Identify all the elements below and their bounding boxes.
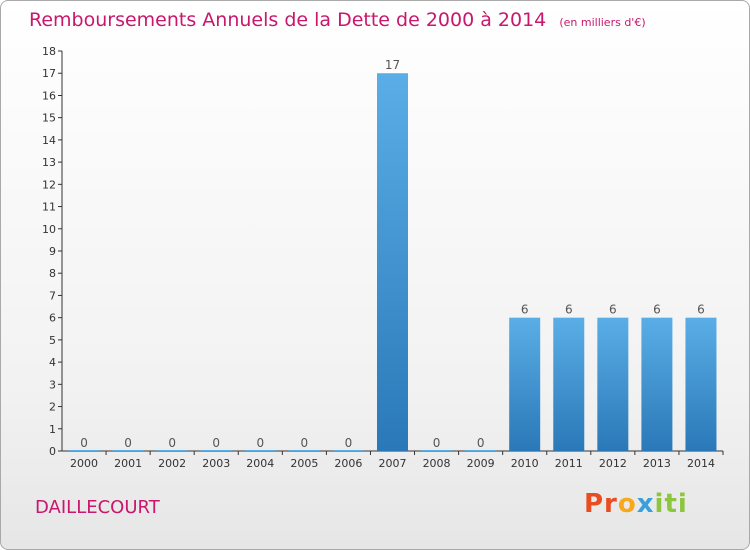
bars bbox=[68, 73, 717, 451]
chart-unit: (en milliers d'€) bbox=[559, 16, 646, 29]
commune-name: DAILLECOURT bbox=[35, 497, 160, 518]
y-tick-label: 2 bbox=[49, 401, 56, 414]
x-tick-label: 2012 bbox=[599, 457, 627, 470]
bar-2011 bbox=[553, 317, 585, 451]
x-tick-label: 2002 bbox=[158, 457, 186, 470]
x-tick-label: 2011 bbox=[555, 457, 583, 470]
data-label-2014: 6 bbox=[697, 303, 705, 317]
y-tick-label: 13 bbox=[42, 156, 56, 169]
x-tick-label: 2014 bbox=[687, 457, 715, 470]
bar-2006 bbox=[332, 450, 364, 451]
bar-2001 bbox=[112, 450, 144, 451]
x-tick-label: 2006 bbox=[334, 457, 362, 470]
y-tick-label: 17 bbox=[42, 67, 56, 80]
bar-2009 bbox=[465, 450, 497, 451]
x-tick-label: 2007 bbox=[379, 457, 407, 470]
y-tick-label: 11 bbox=[42, 201, 56, 214]
data-label-2013: 6 bbox=[653, 303, 661, 317]
data-label-2002: 0 bbox=[168, 436, 176, 450]
data-label-2005: 0 bbox=[301, 436, 309, 450]
x-tick-label: 2003 bbox=[202, 457, 230, 470]
data-label-2008: 0 bbox=[433, 436, 441, 450]
proxiti-logo: Proxiti bbox=[584, 489, 688, 519]
labels: 0 0 0 0 0 0 0 17 0 0 6 6 6 6 6 bbox=[80, 58, 705, 450]
y-tick-label: 12 bbox=[42, 178, 56, 191]
y-tick-label: 16 bbox=[42, 89, 56, 102]
bar-2008 bbox=[421, 450, 453, 451]
bar-2010 bbox=[509, 317, 541, 451]
data-label-2001: 0 bbox=[124, 436, 132, 450]
bar-2014 bbox=[685, 317, 717, 451]
title-block: Remboursements Annuels de la Dette de 20… bbox=[29, 9, 646, 31]
y-tick-label: 18 bbox=[42, 45, 56, 58]
x-tick-label: 2009 bbox=[467, 457, 495, 470]
bar-2012 bbox=[597, 317, 629, 451]
data-label-2012: 6 bbox=[609, 303, 617, 317]
logo-part-2: o bbox=[617, 489, 637, 519]
y-tick-label: 3 bbox=[49, 378, 56, 391]
x-tick-label: 2000 bbox=[70, 457, 98, 470]
logo-part-1: Pr bbox=[584, 489, 618, 519]
y-tick-label: 9 bbox=[49, 245, 56, 258]
y-tick-label: 4 bbox=[49, 356, 56, 369]
y-tick-label: 10 bbox=[42, 223, 56, 236]
bar-2007 bbox=[377, 73, 408, 451]
data-label-2004: 0 bbox=[256, 436, 264, 450]
data-label-2006: 0 bbox=[345, 436, 353, 450]
x-tick-label: 2008 bbox=[423, 457, 451, 470]
data-label-2003: 0 bbox=[212, 436, 220, 450]
x-tick-label: 2005 bbox=[290, 457, 318, 470]
logo-part-3: x bbox=[636, 489, 655, 519]
bar-2013 bbox=[641, 317, 673, 451]
x-tick-label: 2001 bbox=[114, 457, 142, 470]
y-tick-label: 14 bbox=[42, 134, 56, 147]
y-tick-label: 0 bbox=[49, 445, 56, 458]
bar-2002 bbox=[156, 450, 188, 451]
data-label-2011: 6 bbox=[565, 303, 573, 317]
bar-2003 bbox=[200, 450, 232, 451]
y-tick-label: 8 bbox=[49, 267, 56, 280]
x-tick-label: 2013 bbox=[643, 457, 671, 470]
data-label-2010: 6 bbox=[521, 303, 529, 317]
bar-2004 bbox=[244, 450, 276, 451]
x-tick-label: 2010 bbox=[511, 457, 539, 470]
x-tick-label: 2004 bbox=[246, 457, 274, 470]
data-label-2009: 0 bbox=[477, 436, 485, 450]
y-tick-label: 7 bbox=[49, 289, 56, 302]
y-tick-label: 15 bbox=[42, 112, 56, 125]
bar-2005 bbox=[288, 450, 320, 451]
logo-part-4: iti bbox=[654, 489, 688, 519]
y-tick-label: 1 bbox=[49, 423, 56, 436]
y-tick-label: 5 bbox=[49, 334, 56, 347]
data-label-2007: 17 bbox=[385, 58, 400, 72]
chart-title: Remboursements Annuels de la Dette de 20… bbox=[29, 9, 547, 31]
bar-2000 bbox=[68, 450, 100, 451]
y-tick-label: 6 bbox=[49, 312, 56, 325]
data-label-2000: 0 bbox=[80, 436, 88, 450]
